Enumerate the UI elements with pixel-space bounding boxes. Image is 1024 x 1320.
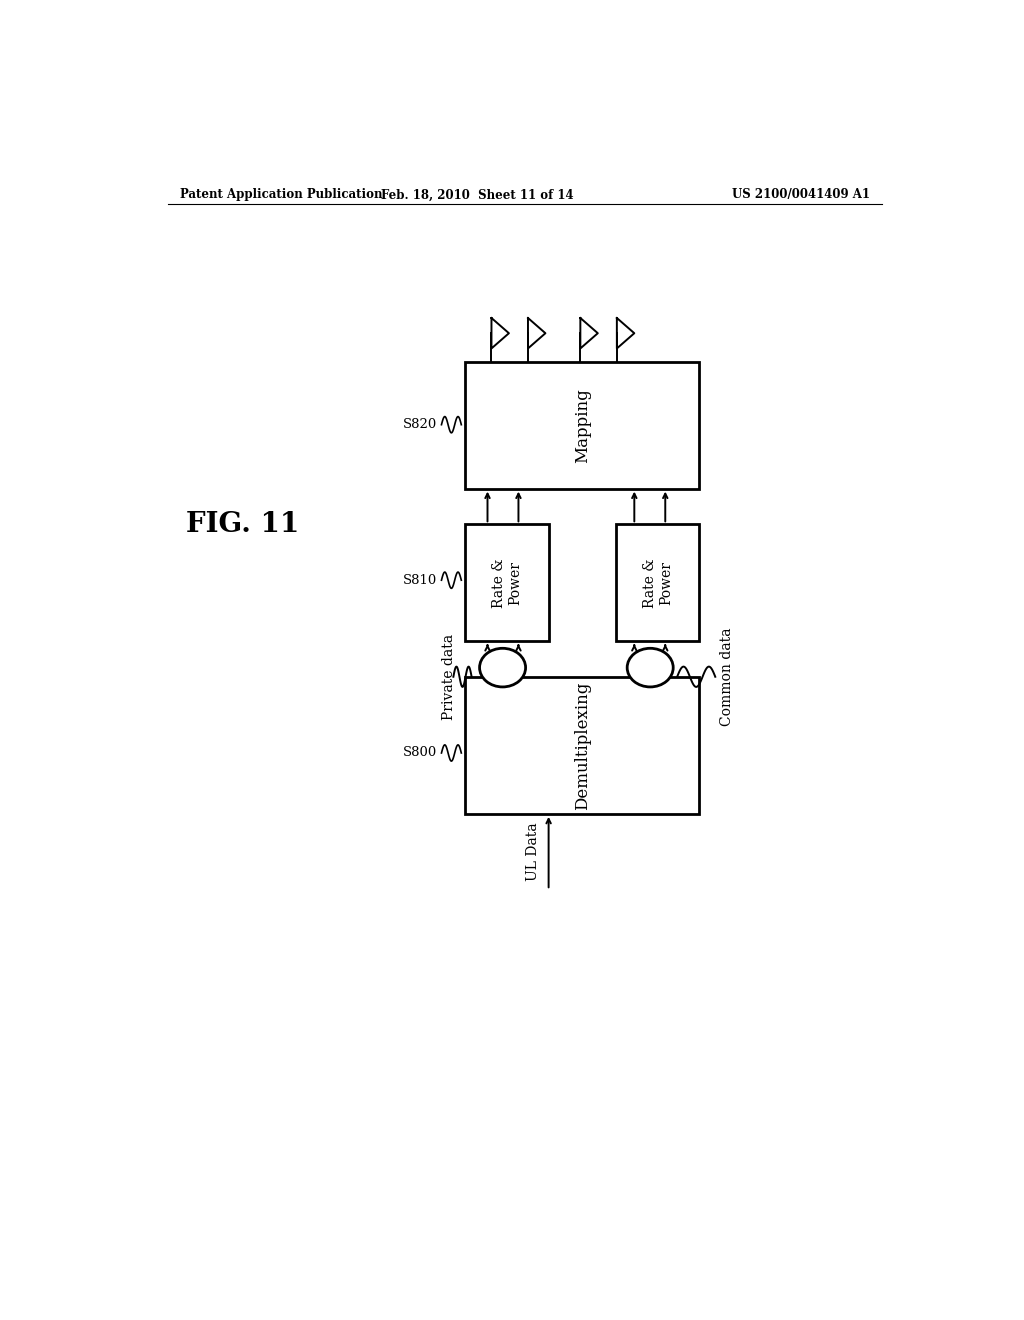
Bar bbox=[465, 524, 549, 642]
Text: Common data: Common data bbox=[720, 627, 734, 726]
Text: Rate &
Power: Rate & Power bbox=[492, 558, 522, 607]
Text: Feb. 18, 2010  Sheet 11 of 14: Feb. 18, 2010 Sheet 11 of 14 bbox=[381, 189, 573, 202]
Text: US 2100/0041409 A1: US 2100/0041409 A1 bbox=[732, 189, 870, 202]
Ellipse shape bbox=[479, 648, 525, 686]
Text: Demultiplexing: Demultiplexing bbox=[573, 681, 591, 809]
Text: Mapping: Mapping bbox=[573, 388, 591, 462]
Text: UL Data: UL Data bbox=[525, 822, 540, 882]
Text: S820: S820 bbox=[403, 418, 437, 432]
Text: S800: S800 bbox=[403, 747, 437, 759]
Text: Private data: Private data bbox=[442, 634, 457, 719]
Text: Patent Application Publication: Patent Application Publication bbox=[179, 189, 382, 202]
Bar bbox=[465, 677, 699, 814]
Bar bbox=[465, 362, 699, 488]
Bar bbox=[616, 524, 699, 642]
Ellipse shape bbox=[627, 648, 673, 686]
Text: S810: S810 bbox=[403, 574, 437, 586]
Text: Rate &
Power: Rate & Power bbox=[643, 558, 673, 607]
Text: FIG. 11: FIG. 11 bbox=[186, 511, 300, 537]
